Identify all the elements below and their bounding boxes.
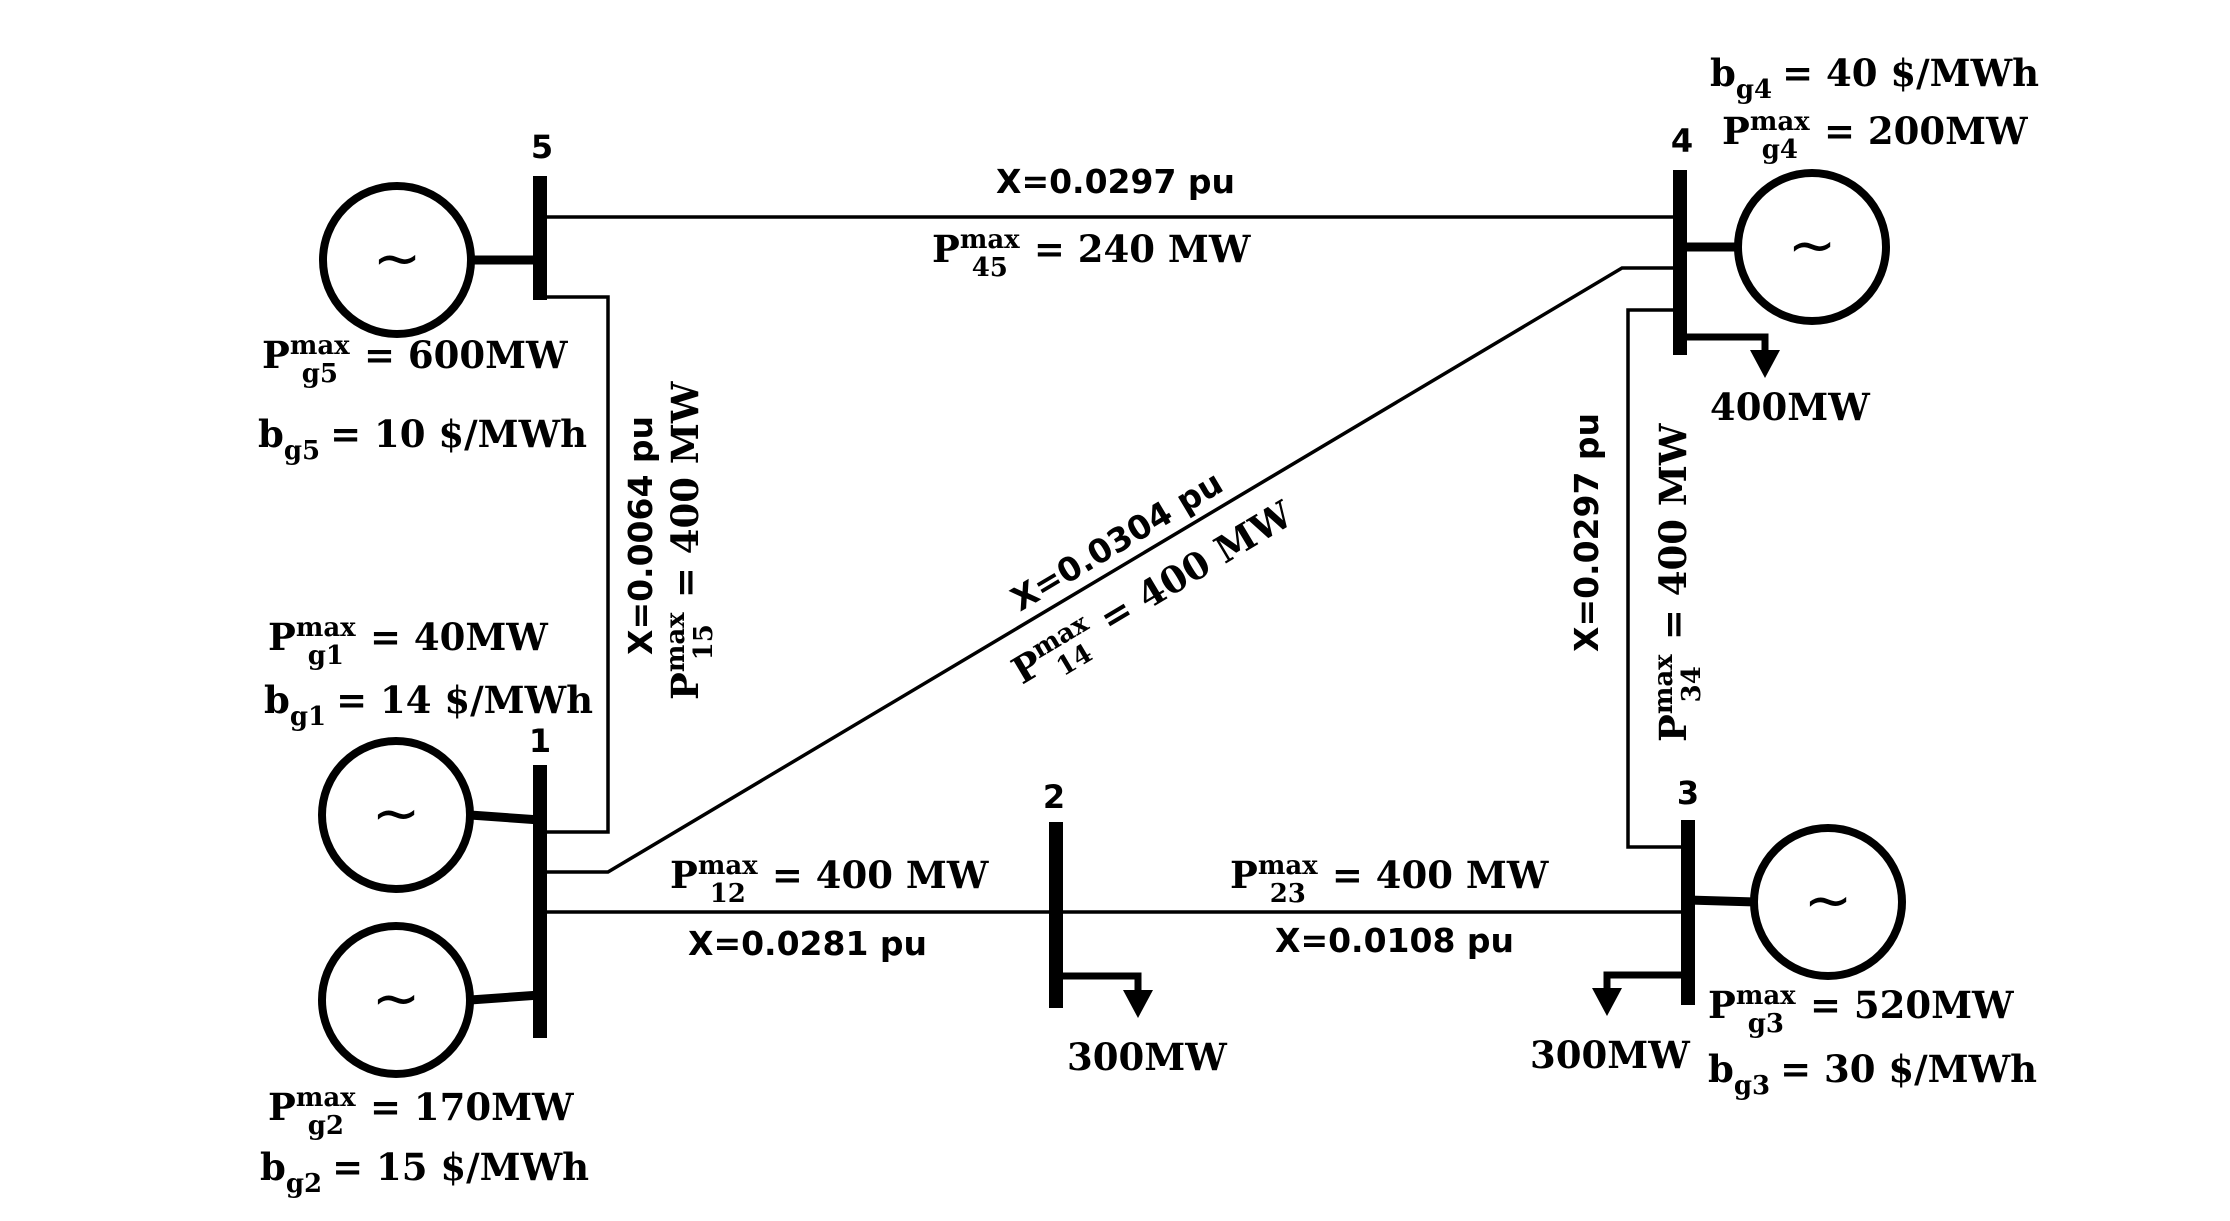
ac-source-icon: ~ (373, 224, 422, 292)
load-arrow-icon (1750, 350, 1780, 378)
bus-1-label: 1 (529, 722, 551, 760)
generator-3-connection (1687, 895, 1757, 907)
generator-5-capacity: Pmax g5 = 600MW (262, 331, 568, 389)
generator-1-icon (318, 737, 474, 893)
generator-4: ~ (1680, 169, 1890, 325)
ac-source-icon: ~ (372, 964, 421, 1032)
generator-5-icon (319, 182, 475, 338)
load-bus-4-value: 400MW (1710, 385, 1870, 429)
generator-2-icon (318, 922, 474, 1078)
generator-3: ~ (1687, 824, 1906, 980)
ac-source-icon: ~ (1788, 211, 1837, 279)
bus-4-label: 4 (1671, 122, 1693, 160)
line-2-3-capacity: Pmax 23 = 400 MW (1230, 851, 1549, 909)
load-bus-2-value: 300MW (1067, 1035, 1227, 1079)
line-1-5 (540, 295, 610, 834)
ac-source-icon: ~ (1804, 866, 1853, 934)
line-3-4-reactance: X=0.0297 pu (1567, 413, 1606, 652)
line-4-5-reactance: X=0.0297 pu (996, 162, 1235, 201)
line-1-2-capacity: Pmax 12 = 400 MW (670, 851, 989, 909)
line-4-5-capacity: Pmax 45 = 240 MW (932, 225, 1251, 283)
generator-2-bid: bg2 = 15 $/MWh (260, 1145, 589, 1199)
line-1-4 (540, 266, 1680, 874)
load-bus-3-value: 300MW (1530, 1033, 1690, 1077)
line-2-3-reactance: X=0.0108 pu (1275, 921, 1514, 960)
line-1-5-reactance: X=0.0064 pu (621, 416, 660, 655)
bus-2-label: 2 (1043, 778, 1065, 816)
generator-4-capacity: Pmax g4 = 200MW (1722, 107, 2028, 165)
generator-1-capacity: Pmax g1 = 40MW (268, 613, 548, 671)
generator-5: ~ (319, 182, 540, 338)
generator-4-bid: bg4 = 40 $/MWh (1710, 51, 2039, 105)
generator-2-capacity: Pmax g2 = 170MW (268, 1083, 574, 1141)
load-bus-2: 300MW (1056, 972, 1227, 1079)
generator-3-capacity: Pmax g3 = 520MW (1708, 981, 2014, 1039)
ac-source-icon: ~ (372, 779, 421, 847)
generator-3-icon (1750, 824, 1906, 980)
generator-1-connection (469, 810, 541, 825)
load-arrow-icon (1123, 990, 1153, 1018)
line-1-2-reactance: X=0.0281 pu (688, 924, 927, 963)
load-bus-3: 300MW (1530, 971, 1690, 1077)
load-bus-3-connection (1603, 971, 1688, 990)
generator-4-icon (1734, 169, 1890, 325)
generator-5-bid: bg5 = 10 $/MWh (258, 412, 587, 466)
load-bus-4-connection (1680, 333, 1769, 352)
load-bus-2-connection (1056, 972, 1142, 992)
bus-3-label: 3 (1677, 774, 1699, 812)
load-arrow-icon (1592, 988, 1622, 1016)
line-1-5-capacity: Pmax15= 400 MW (661, 381, 719, 700)
line-3-4 (1626, 308, 1688, 849)
bus-5-label: 5 (531, 128, 553, 166)
generator-1: ~ (318, 737, 541, 893)
line-3-4-capacity: Pmax34= 400 MW (1649, 423, 1707, 742)
generator-2-connection (469, 990, 541, 1005)
generator-3-bid: bg3 = 30 $/MWh (1708, 1047, 2037, 1101)
load-bus-4: 400MW (1680, 333, 1870, 429)
generator-1-bid: bg1 = 14 $/MWh (264, 678, 593, 732)
generator-2: ~ (318, 922, 541, 1078)
